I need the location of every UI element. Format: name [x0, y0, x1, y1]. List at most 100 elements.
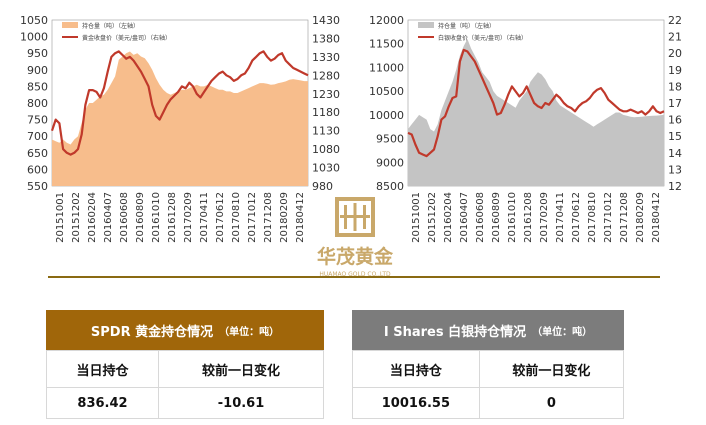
- x-tick-label: 20170612: [571, 192, 582, 243]
- x-tick-label: 20160407: [459, 192, 470, 243]
- y-right-tick-label: 16: [668, 114, 682, 127]
- x-tick-label: 20151001: [55, 192, 66, 243]
- x-tick-label: 20171208: [619, 192, 630, 243]
- y-right-tick-label: 1380: [312, 32, 340, 45]
- spdr-gold-unit: （单位：吨）: [219, 326, 280, 338]
- gold-col-header-change: 较前一日变化: [158, 350, 324, 388]
- y-left-tick-label: 8500: [376, 180, 404, 193]
- ishares-silver-panel: I Shares 白银持仓情况 （单位：吨） 当日持仓 较前一日变化 10016…: [352, 310, 625, 419]
- y-right-tick-label: 18: [668, 80, 682, 93]
- price-line-series: [407, 48, 665, 158]
- silver-change-value: 0: [478, 387, 625, 419]
- x-tick-label: 20170612: [215, 192, 226, 243]
- holdings-area-series: [52, 51, 308, 186]
- holdings-area-series: [408, 39, 664, 186]
- y-left-tick-label: 1000: [20, 31, 48, 44]
- y-left-tick-label: 850: [27, 80, 48, 93]
- gold-change-value: -10.61: [158, 387, 324, 419]
- x-tick-label: 20170810: [587, 192, 598, 243]
- y-right-tick-label: 22: [668, 14, 682, 27]
- x-tick-label: 20170411: [555, 192, 566, 243]
- y-left-tick-label: 10500: [369, 85, 404, 98]
- y-left-tick-label: 11500: [369, 38, 404, 51]
- section-divider: [48, 276, 660, 278]
- y-right-tick-label: 20: [668, 47, 682, 60]
- legend-area-swatch: [418, 22, 434, 28]
- x-tick-label: 20151202: [71, 192, 82, 243]
- logo-name: 华茂黄金: [317, 245, 394, 268]
- y-right-tick-label: 1430: [312, 14, 340, 27]
- gold-holdings-chart: 550 600 650 700 750 800 850 900 950 1000 1050 980 10…: [20, 14, 340, 243]
- y-right-tick-label: 1330: [312, 51, 340, 64]
- y-left-tick-label: 11000: [369, 61, 404, 74]
- y-right-tick-label: 15: [668, 130, 682, 143]
- y-left-tick-label: 700: [27, 130, 48, 143]
- x-tick-label: 20180412: [651, 192, 662, 243]
- y-left-tick-label: 9000: [376, 156, 404, 169]
- y-right-tick-label: 13: [668, 163, 682, 176]
- x-tick-label: 20180209: [279, 192, 290, 243]
- gold-holding-value: 836.42: [45, 387, 160, 419]
- y-right-tick-label: 1180: [312, 106, 340, 119]
- legend-line-label: 白银收盘价（美元/盎司）（右轴）: [438, 34, 527, 42]
- ishares-silver-table: 当日持仓 较前一日变化 10016.55 0: [352, 350, 625, 419]
- ishares-silver-title-text: I Shares 白银持仓情况: [383, 324, 527, 340]
- y-right-tick-label: 980: [312, 180, 333, 193]
- y-left-tick-label: 800: [27, 97, 48, 110]
- logo-subtitle: HUAMAO GOLD CO.,LTD: [319, 271, 391, 278]
- x-tick-label: 20170411: [199, 192, 210, 243]
- legend-line-label: 黄金收盘价（美元/盎司）（右轴）: [82, 34, 171, 42]
- silver-col-header-change: 较前一日变化: [478, 350, 625, 388]
- silver-holdings-chart: 8500 9000 9500 10000 10500 11000 11500 12000 12 1…: [369, 14, 682, 243]
- y-left-tick-label: 650: [27, 147, 48, 160]
- y-right-tick-label: 17: [668, 97, 682, 110]
- x-tick-label: 20161010: [151, 192, 162, 243]
- x-tick-label: 20160204: [87, 192, 98, 243]
- x-tick-label: 20180209: [635, 192, 646, 243]
- y-left-tick-label: 10000: [369, 109, 404, 122]
- y-right-tick-label: 1230: [312, 88, 340, 101]
- y-left-tick-label: 9500: [376, 133, 404, 146]
- x-tick-label: 20161010: [507, 192, 518, 243]
- silver-holding-value: 10016.55: [352, 387, 480, 419]
- x-tick-label: 20160608: [119, 192, 130, 243]
- y-left-tick-label: 550: [27, 180, 48, 193]
- legend-area-swatch: [62, 22, 78, 28]
- y-left-tick-label: 900: [27, 64, 48, 77]
- silver-col-header-holding: 当日持仓: [352, 350, 480, 388]
- x-tick-label: 20171012: [603, 192, 614, 243]
- y-right-tick-label: 1280: [312, 69, 340, 82]
- spdr-gold-title: SPDR 黄金持仓情况 （单位：吨）: [46, 310, 324, 350]
- x-tick-label: 20161208: [167, 192, 178, 243]
- ishares-silver-unit: （单位：吨）: [532, 326, 593, 338]
- y-left-tick-label: 750: [27, 114, 48, 127]
- logo-emblem-icon: [335, 197, 375, 237]
- legend-area-label: 持仓量（吨）（左轴）: [82, 22, 139, 30]
- huamao-gold-logo: 华茂黄金 HUAMAO GOLD CO.,LTD: [317, 197, 394, 278]
- x-tick-label: 20180412: [295, 192, 306, 243]
- x-tick-label: 20161208: [523, 192, 534, 243]
- legend-area-label: 持仓量（吨）（左轴）: [438, 22, 495, 30]
- x-tick-label: 20171012: [247, 192, 258, 243]
- y-right-tick-label: 1080: [312, 143, 340, 156]
- x-tick-label: 20160407: [103, 192, 114, 243]
- x-tick-label: 20160809: [135, 192, 146, 243]
- x-tick-label: 20170209: [539, 192, 550, 243]
- y-right-tick-label: 21: [668, 31, 682, 44]
- x-tick-label: 20151202: [427, 192, 438, 243]
- x-tick-label: 20160204: [443, 192, 454, 243]
- x-tick-label: 20171208: [263, 192, 274, 243]
- y-right-tick-label: 12: [668, 180, 682, 193]
- x-tick-label: 20151001: [411, 192, 422, 243]
- spdr-gold-title-text: SPDR 黄金持仓情况: [90, 324, 214, 340]
- y-right-tick-label: 14: [668, 147, 682, 160]
- y-left-tick-label: 600: [27, 163, 48, 176]
- spdr-gold-table: 当日持仓 较前一日变化 836.42 -10.61: [45, 350, 324, 419]
- y-right-tick-label: 1030: [312, 162, 340, 175]
- x-tick-label: 20170810: [231, 192, 242, 243]
- y-left-tick-label: 950: [27, 47, 48, 60]
- ishares-silver-title: I Shares 白银持仓情况 （单位：吨）: [352, 310, 624, 350]
- y-right-tick-label: 19: [668, 64, 682, 77]
- y-right-tick-label: 1130: [312, 125, 340, 138]
- spdr-gold-panel: SPDR 黄金持仓情况 （单位：吨） 当日持仓 较前一日变化 836.42 -1…: [45, 310, 324, 419]
